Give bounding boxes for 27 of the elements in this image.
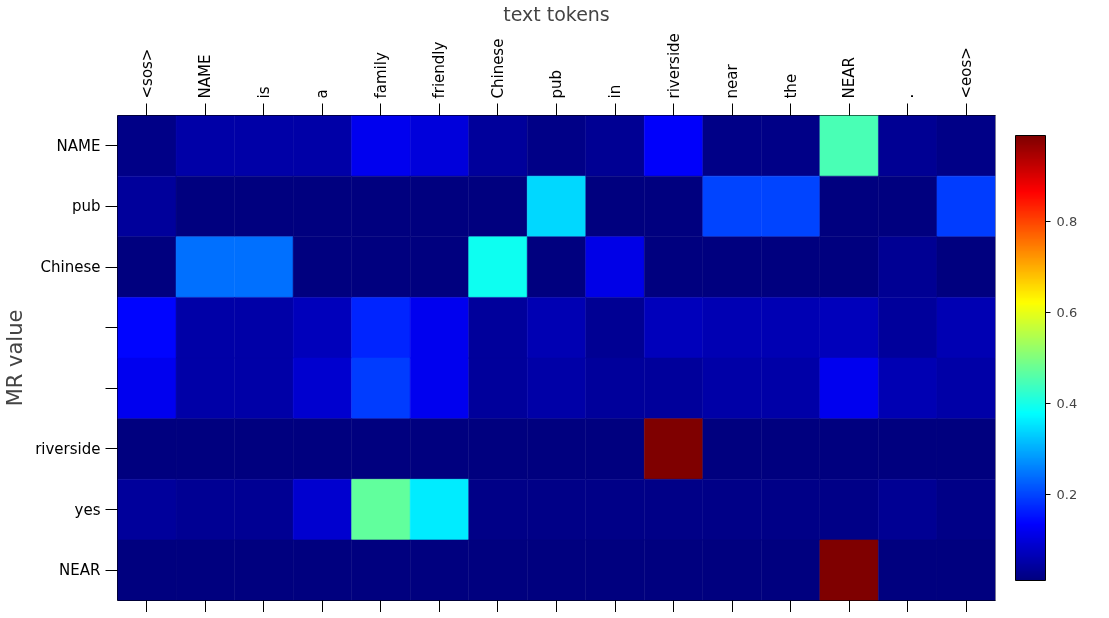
x-tick-label: .: [898, 93, 917, 99]
x-tick-label: near: [723, 63, 742, 99]
x-tick-label: is: [254, 86, 273, 99]
y-tick-label: NAME: [56, 136, 101, 155]
y-tick-label: yes: [74, 500, 101, 519]
color-bar-label: 0.4: [1056, 395, 1078, 411]
color-bar-label: 0.6: [1056, 305, 1078, 321]
x-tick-label: Chinese: [488, 38, 507, 99]
y-tick-label: riverside: [35, 439, 101, 458]
x-tick-label: family: [371, 52, 390, 99]
x-tick-label: NAME: [196, 54, 215, 99]
color-bar-label: 0.2: [1056, 486, 1078, 502]
x-tick-label: a: [313, 89, 332, 99]
x-tick-label: NEAR: [840, 57, 859, 99]
x-tick-label: <sos>: [137, 48, 156, 99]
x-tick-label: in: [606, 84, 625, 99]
x-tick-label: riverside: [664, 33, 683, 99]
x-tick-label: friendly: [430, 41, 449, 99]
y-axis-title: MR value: [3, 309, 28, 407]
x-tick-label: pub: [547, 69, 566, 99]
color-bar-label: 0.8: [1056, 214, 1078, 230]
y-tick-label: pub: [71, 197, 101, 216]
y-tick-label: NEAR: [59, 561, 101, 580]
y-tick-label: Chinese: [40, 258, 101, 277]
x-axis-title: text tokens: [503, 3, 610, 26]
x-tick-label: <eos>: [957, 47, 976, 99]
x-tick-label: the: [781, 73, 800, 99]
